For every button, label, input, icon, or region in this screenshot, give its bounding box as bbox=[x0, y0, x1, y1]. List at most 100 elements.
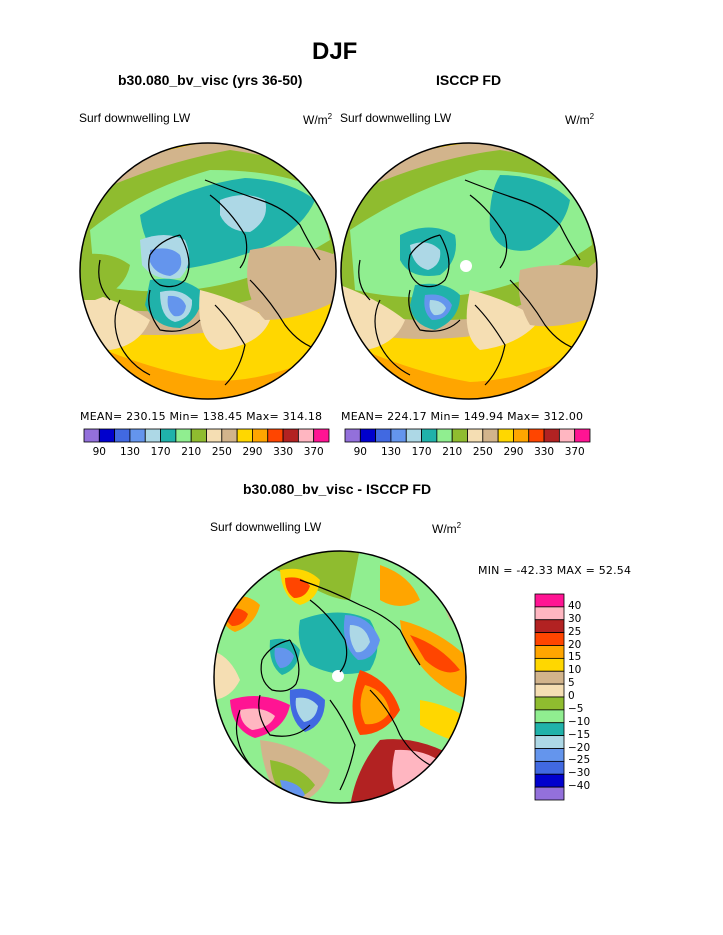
variable-label-diff: Surf downwelling LW bbox=[210, 520, 322, 534]
colorbar-diff-tick-label: 15 bbox=[568, 651, 582, 664]
diff-pole-mask bbox=[332, 670, 344, 682]
colorbar-model-swatch bbox=[282, 428, 299, 443]
colorbar-obs-tick-label: 210 bbox=[442, 446, 463, 458]
colorbar-model-tick-label: 170 bbox=[150, 446, 171, 458]
colorbar-diff-tick-label: 5 bbox=[568, 677, 575, 690]
colorbar-diff-swatch bbox=[534, 760, 565, 775]
colorbar-diff-swatch bbox=[534, 593, 565, 608]
stats-model: MEAN= 230.15 Min= 138.45 Max= 314.18 bbox=[80, 410, 323, 423]
stats-diff: MIN = -42.33 MAX = 52.54 bbox=[478, 564, 632, 577]
colorbar-model-swatch bbox=[175, 428, 192, 443]
panel-title-diff: b30.080_bv_visc - ISCCP FD bbox=[243, 481, 432, 497]
unit-label-model: W/m2 bbox=[303, 112, 333, 127]
colorbar-diff-tick-label: 0 bbox=[568, 690, 575, 702]
model-map bbox=[80, 143, 336, 399]
colorbar-obs-tick-label: 130 bbox=[380, 446, 401, 458]
page-title: DJF bbox=[312, 38, 358, 65]
colorbar-obs-swatch bbox=[390, 428, 407, 443]
colorbar-diff-swatch bbox=[534, 709, 565, 724]
colorbar-model-tick-label: 330 bbox=[273, 446, 294, 458]
colorbar-diff-swatch bbox=[534, 773, 565, 788]
colorbar-model-tick-label: 370 bbox=[303, 446, 324, 458]
colorbar-obs-swatch bbox=[467, 428, 484, 443]
colorbar-diff-tick-label: 30 bbox=[568, 612, 582, 625]
unit-label-obs: W/m2 bbox=[565, 112, 595, 127]
obs-pole-mask bbox=[460, 260, 472, 272]
colorbar-obs-swatch bbox=[375, 428, 392, 443]
panel-title-obs: ISCCP FD bbox=[436, 72, 502, 88]
colorbar-diff-swatch bbox=[534, 722, 565, 737]
colorbar-diff-tick-label: 20 bbox=[568, 638, 582, 651]
colorbar-obs-tick-label: 330 bbox=[534, 446, 555, 458]
colorbar-diff-swatch bbox=[534, 683, 565, 698]
colorbar-model-tick-label: 90 bbox=[92, 446, 106, 458]
colorbar-obs-tick-label: 290 bbox=[503, 446, 524, 458]
colorbar-obs-swatch bbox=[436, 428, 453, 443]
colorbar-diff-tick-label: −20 bbox=[568, 741, 591, 754]
colorbar-model-swatch bbox=[252, 428, 269, 443]
colorbar-model-swatch bbox=[98, 428, 116, 443]
colorbar-obs-swatch bbox=[421, 428, 438, 443]
colorbar-diff-swatch bbox=[534, 748, 565, 762]
colorbar-diff-tick-label: −25 bbox=[568, 754, 591, 767]
colorbar-diff-tick-label: 10 bbox=[568, 664, 582, 677]
colorbar-obs-swatch bbox=[359, 428, 377, 443]
colorbar-model-swatch bbox=[114, 428, 131, 443]
colorbar-obs-swatch bbox=[344, 428, 361, 443]
variable-label-obs: Surf downwelling LW bbox=[340, 111, 452, 125]
colorbar-obs-swatch bbox=[482, 428, 499, 443]
unit-label-diff: W/m2 bbox=[432, 521, 462, 536]
colorbar-model-swatch bbox=[267, 428, 284, 443]
stats-obs: MEAN= 224.17 Min= 149.94 Max= 312.00 bbox=[341, 410, 584, 423]
colorbar-model-swatch bbox=[221, 428, 238, 443]
colorbar-obs-tick-label: 170 bbox=[411, 446, 432, 458]
colorbar-diff-swatch bbox=[534, 619, 565, 634]
colorbar-obs-swatch bbox=[497, 428, 514, 443]
colorbar-model-swatch bbox=[313, 428, 330, 443]
colorbar-model-tick-label: 210 bbox=[181, 446, 202, 458]
colorbar-diff-tick-label: −5 bbox=[568, 702, 584, 715]
colorbar-diff-tick-label: 40 bbox=[568, 599, 582, 612]
colorbar-diff-tick-label: −30 bbox=[568, 767, 591, 780]
colorbar-obs-swatch bbox=[513, 428, 530, 443]
colorbar-obs-swatch bbox=[405, 428, 422, 443]
colorbar-diff-swatch bbox=[534, 786, 565, 801]
colorbar-model-tick-label: 250 bbox=[211, 446, 232, 458]
colorbar-obs-tick-label: 90 bbox=[353, 446, 367, 458]
colorbar-model bbox=[83, 428, 330, 443]
colorbar-obs-swatch bbox=[528, 428, 545, 443]
colorbar-model-swatch bbox=[129, 428, 146, 443]
colorbar-diff-tick-label: −10 bbox=[568, 715, 591, 728]
colorbar-obs-swatch bbox=[574, 428, 591, 443]
obs-map bbox=[341, 143, 597, 399]
variable-label-model: Surf downwelling LW bbox=[79, 111, 191, 125]
colorbar-diff-swatch bbox=[534, 735, 565, 749]
colorbar-diff-swatch bbox=[534, 645, 565, 659]
model-map-border bbox=[79, 142, 337, 400]
colorbar-diff-tick-label: 25 bbox=[568, 625, 582, 638]
model-coastlines bbox=[98, 179, 321, 386]
diff-map-border bbox=[213, 550, 467, 804]
colorbar-model-tick-label: 130 bbox=[119, 446, 140, 458]
obs-coastlines bbox=[358, 179, 581, 386]
colorbar-model-swatch bbox=[297, 428, 315, 443]
colorbar-obs-swatch bbox=[543, 428, 560, 443]
colorbar-diff-swatch bbox=[534, 606, 565, 621]
colorbar-model-swatch bbox=[83, 428, 100, 443]
colorbar-diff-swatch bbox=[534, 657, 565, 672]
colorbar-obs-swatch bbox=[451, 428, 468, 443]
colorbar-model-tick-label: 290 bbox=[242, 446, 263, 458]
colorbar-diff-swatch bbox=[534, 632, 565, 646]
panel-title-model: b30.080_bv_visc (yrs 36-50) bbox=[118, 72, 303, 88]
colorbar-diff-tick-label: −40 bbox=[568, 780, 591, 793]
colorbar-model-swatch bbox=[206, 428, 223, 443]
colorbar-diff bbox=[534, 593, 565, 801]
colorbar-obs-swatch bbox=[558, 428, 576, 443]
colorbar-diff-swatch bbox=[534, 670, 565, 685]
colorbar-model-swatch bbox=[190, 428, 207, 443]
colorbar-diff-swatch bbox=[534, 696, 565, 711]
colorbar-model-swatch bbox=[236, 428, 253, 443]
colorbar-diff-tick-label: −15 bbox=[568, 728, 591, 741]
colorbar-model-swatch bbox=[144, 428, 161, 443]
